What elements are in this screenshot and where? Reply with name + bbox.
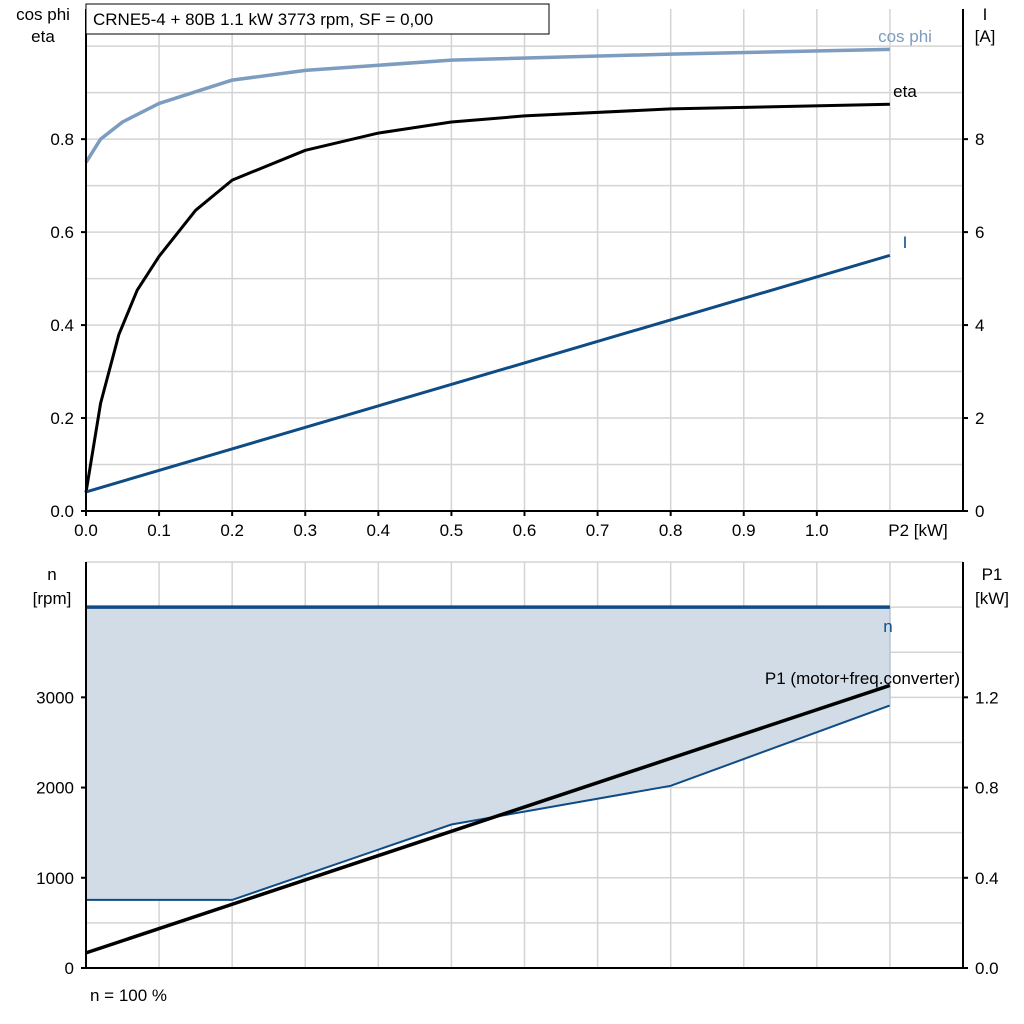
right-tick-label: 0.8 — [975, 779, 999, 798]
right-tick-label: 6 — [975, 223, 984, 242]
x-tick-label: 0.5 — [440, 521, 464, 540]
bottom-left-label-2: [rpm] — [33, 589, 72, 608]
right-tick-label: 0.4 — [975, 869, 999, 888]
x-axis-label: P2 [kW] — [888, 521, 948, 540]
chart-title: CRNE5-4 + 80B 1.1 kW 3773 rpm, SF = 0,00 — [93, 10, 433, 29]
top-left-label-1: cos phi — [16, 5, 70, 24]
series-line-eta — [84, 102, 890, 493]
left-tick-label: 0.2 — [50, 409, 74, 428]
cosphi-label: cos phi — [878, 27, 932, 46]
speed-range-area — [86, 607, 890, 900]
series-line-p1 — [85, 683, 891, 955]
x-tick-label: 0.3 — [293, 521, 317, 540]
p1-label: P1 (motor+freq.converter) — [765, 669, 960, 688]
top-grid — [86, 9, 963, 511]
series-line-i — [85, 253, 891, 494]
right-tick-label: 4 — [975, 316, 984, 335]
x-tick-label: 0.1 — [147, 521, 171, 540]
right-tick-label: 2 — [975, 409, 984, 428]
right-tick-label: 0.0 — [975, 959, 999, 978]
left-tick-label: 1000 — [36, 869, 74, 888]
speed-annotation: n = 100 % — [90, 986, 167, 1005]
left-tick-label: 3000 — [36, 688, 74, 707]
x-tick-label: 0.7 — [586, 521, 610, 540]
x-tick-label: 0.8 — [659, 521, 683, 540]
series-line-n-min — [86, 704, 891, 901]
bottom-right-label-1: P1 — [982, 565, 1003, 584]
left-tick-label: 0.4 — [50, 316, 74, 335]
axes: 0.0 0.2 0.4 0.6 0.8 0 2 4 6 8 0 1000 2000 3000 0.0 0.4 0… — [36, 9, 999, 978]
left-tick-label: 0.8 — [50, 130, 74, 149]
bottom-left-label-1: n — [47, 565, 56, 584]
x-tick-label: 0.9 — [732, 521, 756, 540]
bottom-right-label-2: [kW] — [975, 589, 1009, 608]
current-label: I — [903, 233, 908, 252]
top-left-label-2: eta — [31, 27, 55, 46]
left-tick-label: 0.0 — [50, 502, 74, 521]
x-tick-label: 0.2 — [220, 521, 244, 540]
series-marks — [84, 47, 891, 955]
left-tick-label: 0.6 — [50, 223, 74, 242]
top-right-label-1: I — [983, 5, 988, 24]
x-tick-label: 1.0 — [805, 521, 829, 540]
title-box — [85, 3, 550, 35]
left-tick-label: 2000 — [36, 779, 74, 798]
series-line-cos-phi — [84, 47, 890, 164]
right-tick-label: 1.2 — [975, 688, 999, 707]
left-tick-label: 0 — [65, 959, 74, 978]
right-tick-label: 0 — [975, 502, 984, 521]
x-tick-label: 0.0 — [74, 521, 98, 540]
right-tick-label: 8 — [975, 130, 984, 149]
speed-label: n — [883, 617, 892, 636]
top-right-label-2: [A] — [975, 27, 996, 46]
eta-label: eta — [893, 82, 917, 101]
x-tick-label: 0.6 — [513, 521, 537, 540]
x-tick-label: 0.4 — [367, 521, 391, 540]
